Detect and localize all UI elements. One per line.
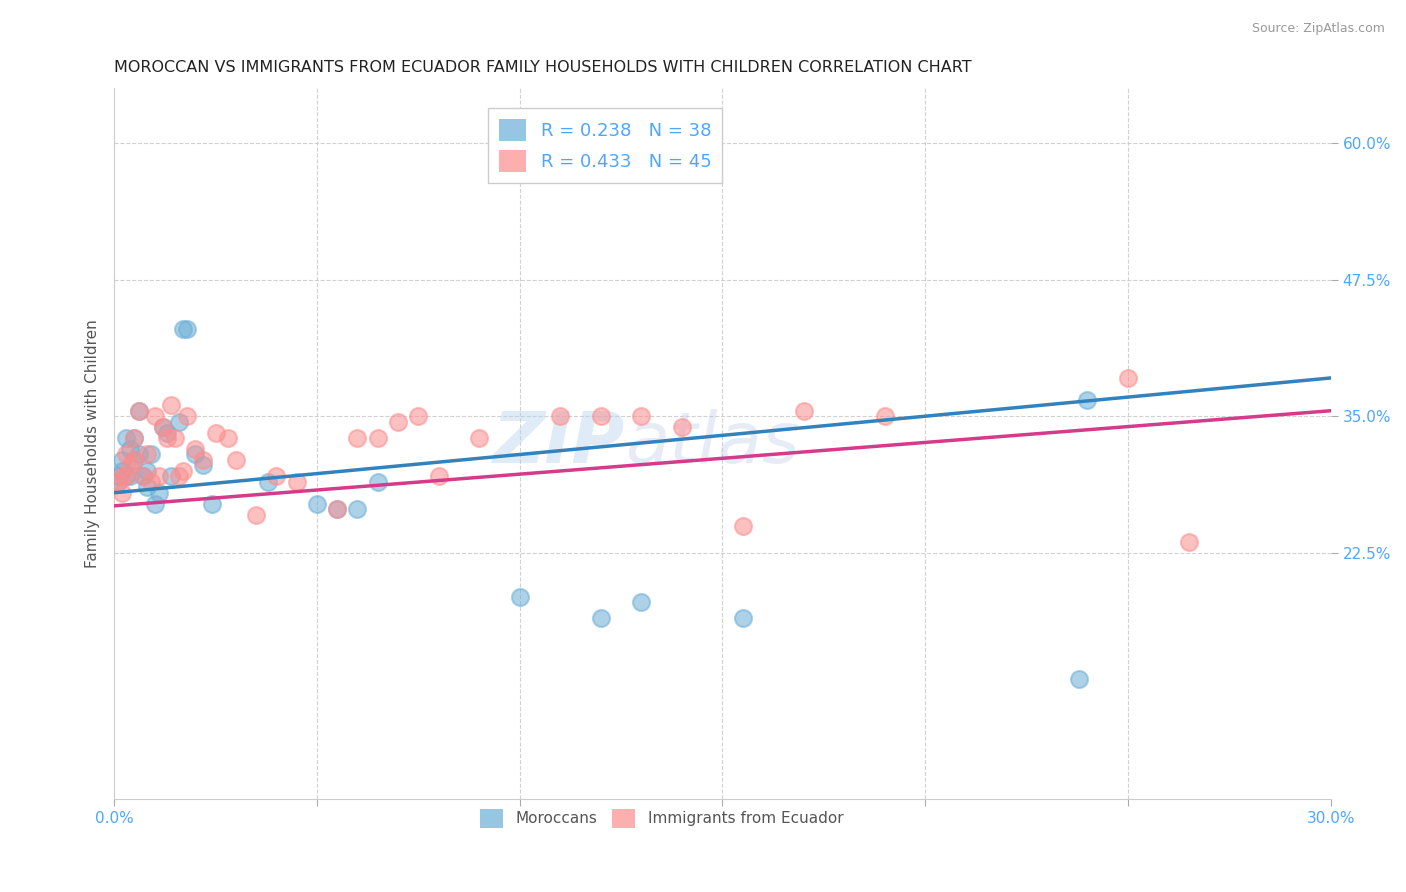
Point (107, 475, 129, 489)
Point (107, 475, 129, 489)
Point (548, 409, 571, 424)
Text: MOROCCAN VS IMMIGRANTS FROM ECUADOR FAMILY HOUSEHOLDS WITH CHILDREN CORRELATION : MOROCCAN VS IMMIGRANTS FROM ECUADOR FAMI… (114, 60, 972, 75)
Point (124, 453, 146, 467)
Point (148, 469, 170, 483)
Point (1069, 672, 1091, 686)
Point (346, 431, 368, 445)
Text: Source: ZipAtlas.com: Source: ZipAtlas.com (1251, 22, 1385, 36)
Point (793, 403, 815, 417)
Legend: Moroccans, Immigrants from Ecuador: Moroccans, Immigrants from Ecuador (474, 803, 849, 834)
Text: ZIP: ZIP (494, 409, 626, 478)
Point (176, 322, 198, 336)
Point (163, 431, 186, 445)
Point (326, 502, 349, 516)
Point (346, 502, 368, 516)
Point (120, 458, 142, 473)
Point (135, 464, 157, 478)
Point (589, 409, 612, 424)
Point (193, 458, 215, 473)
Point (120, 442, 142, 456)
Point (172, 464, 194, 478)
Point (468, 431, 491, 445)
Y-axis label: Family Households with Children: Family Households with Children (86, 319, 100, 568)
Point (225, 453, 247, 467)
Point (873, 409, 896, 424)
Point (172, 322, 194, 336)
Point (143, 409, 166, 424)
Point (107, 469, 129, 483)
Point (115, 469, 138, 483)
Point (731, 611, 754, 625)
Point (152, 420, 174, 434)
Point (139, 448, 162, 462)
Point (124, 431, 146, 445)
Point (124, 453, 146, 467)
Point (367, 475, 389, 489)
Point (156, 431, 179, 445)
Point (143, 497, 166, 511)
Point (139, 475, 162, 489)
Point (128, 403, 150, 417)
Point (124, 431, 146, 445)
Point (630, 595, 652, 609)
Point (120, 469, 142, 483)
Point (589, 611, 612, 625)
Point (152, 420, 174, 434)
Point (408, 409, 430, 424)
Point (128, 448, 150, 462)
Point (731, 518, 754, 533)
Text: atlas: atlas (626, 409, 800, 478)
Point (184, 442, 207, 456)
Point (1076, 392, 1098, 407)
Point (111, 464, 134, 478)
Point (326, 502, 349, 516)
Point (427, 469, 450, 483)
Point (156, 425, 179, 440)
Point (266, 469, 288, 483)
Point (387, 415, 409, 429)
Point (111, 469, 134, 483)
Point (135, 480, 157, 494)
Point (217, 431, 239, 445)
Point (167, 469, 190, 483)
Point (305, 497, 328, 511)
Point (167, 415, 190, 429)
Point (131, 469, 153, 483)
Point (115, 469, 138, 483)
Point (204, 425, 226, 440)
Point (131, 469, 153, 483)
Point (115, 448, 138, 462)
Point (176, 409, 198, 424)
Point (111, 485, 134, 500)
Point (115, 431, 138, 445)
Point (285, 475, 308, 489)
Point (200, 497, 222, 511)
Point (671, 420, 693, 434)
Point (160, 469, 183, 483)
Point (245, 508, 267, 522)
Point (1116, 371, 1139, 385)
Point (184, 448, 207, 462)
Point (1177, 535, 1199, 549)
Point (160, 398, 183, 412)
Point (128, 403, 150, 417)
Point (630, 409, 652, 424)
Point (257, 475, 280, 489)
Point (148, 485, 170, 500)
Point (509, 590, 531, 604)
Point (135, 448, 157, 462)
Point (193, 453, 215, 467)
Point (367, 431, 389, 445)
Point (111, 453, 134, 467)
